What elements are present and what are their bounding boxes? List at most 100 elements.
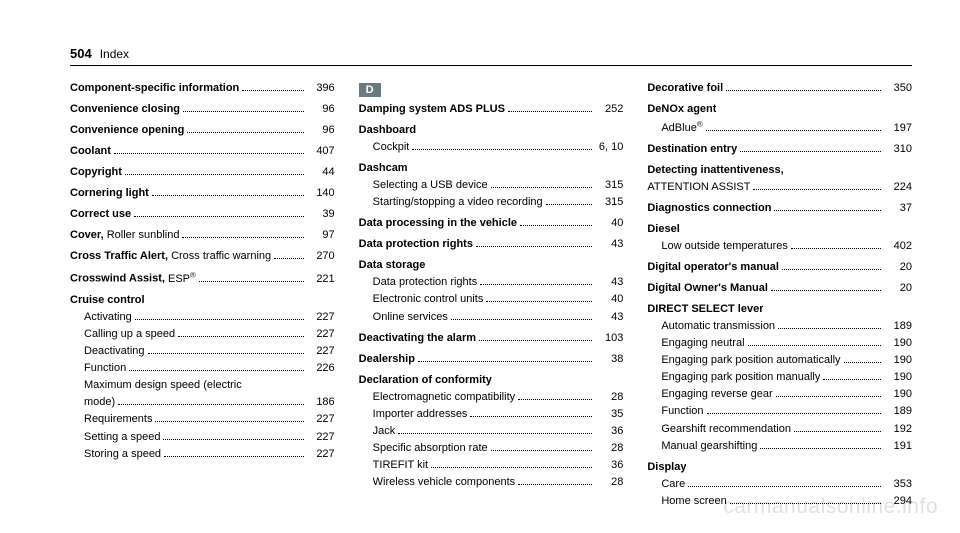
- entry-term: Data storage: [359, 257, 426, 274]
- index-subentry: Requirements227: [70, 411, 335, 428]
- index-subentry: Manual gearshifting191: [647, 438, 912, 455]
- leader-dots: [823, 372, 881, 381]
- leader-dots: [183, 103, 304, 112]
- leader-dots: [706, 122, 882, 131]
- page-ref: 270: [307, 248, 335, 265]
- entry-term: Wireless vehicle components: [373, 474, 515, 491]
- entry-term: Diesel: [647, 221, 679, 238]
- index-entry: Diesel: [647, 221, 912, 238]
- index-entry: Display: [647, 459, 912, 476]
- index-subentry: Function189: [647, 403, 912, 420]
- entry-term: Care: [661, 476, 685, 493]
- column-middle: DDamping system ADS PLUS252DashboardCock…: [359, 80, 624, 510]
- index-subentry: Engaging park position manually190: [647, 369, 912, 386]
- page-ref: 96: [307, 101, 335, 118]
- entry-term: Copyright: [70, 164, 122, 181]
- index-entry: Component-specific information396: [70, 80, 335, 97]
- leader-dots: [748, 337, 881, 346]
- index-subentry: Care353: [647, 476, 912, 493]
- page-ref: 28: [595, 440, 623, 457]
- index-subentry: Specific absorption rate 28: [359, 440, 624, 457]
- index-entry: Digital operator's manual20: [647, 259, 912, 276]
- entry-term: DIRECT SELECT lever: [647, 301, 763, 318]
- entry-term: Specific absorption rate: [373, 440, 488, 457]
- index-entry: Destination entry310: [647, 141, 912, 158]
- leader-dots: [182, 230, 303, 239]
- index-subentry: Maximum design speed (electric: [70, 377, 335, 394]
- index-subentry: Function226: [70, 360, 335, 377]
- leader-dots: [688, 478, 881, 487]
- leader-dots: [520, 217, 592, 226]
- leader-dots: [152, 187, 304, 196]
- index-subentry: Wireless vehicle components28: [359, 474, 624, 491]
- index-entry: Correct use39: [70, 206, 335, 223]
- page-ref: 36: [595, 457, 623, 474]
- entry-term: AdBlue®: [661, 118, 702, 137]
- page-ref: 310: [884, 141, 912, 158]
- leader-dots: [451, 311, 592, 320]
- entry-term: Home screen: [661, 493, 726, 510]
- entry-term: Requirements: [84, 411, 152, 428]
- entry-term: Starting/stopping a video recording: [373, 194, 543, 211]
- index-entry: Convenience closing96: [70, 101, 335, 118]
- entry-term: Selecting a USB device: [373, 177, 488, 194]
- leader-dots: [164, 448, 304, 457]
- leader-dots: [753, 181, 881, 190]
- index-subentry: Starting/stopping a video recording315: [359, 194, 624, 211]
- leader-dots: [135, 311, 304, 320]
- entry-term: Setting a speed: [84, 429, 160, 446]
- leader-dots: [730, 495, 881, 504]
- entry-term: Data processing in the vehicle: [359, 215, 517, 232]
- page-ref: 186: [307, 394, 335, 411]
- entry-term: Calling up a speed: [84, 326, 175, 343]
- column-left: Component-specific information396 Conveni…: [70, 80, 335, 510]
- leader-dots: [470, 408, 592, 417]
- page-ref: 28: [595, 389, 623, 406]
- leader-dots: [707, 406, 881, 415]
- entry-term: Deactivating the alarm: [359, 330, 476, 347]
- page-number: 504: [70, 46, 92, 61]
- leader-dots: [794, 423, 881, 432]
- entry-term: Function: [661, 403, 703, 420]
- entry-term: Automatic transmission: [661, 318, 775, 335]
- entry-term: Cover, Roller sunblind: [70, 227, 179, 244]
- page-ref: 227: [307, 326, 335, 343]
- page-ref: 6, 10: [595, 139, 623, 156]
- index-subentry: TIREFIT kit36: [359, 457, 624, 474]
- index-entry: Diagnostics connection37: [647, 200, 912, 217]
- entry-term: Cornering light: [70, 185, 149, 202]
- index-subentry: Electromagnetic compatibility 28: [359, 389, 624, 406]
- leader-dots: [778, 320, 881, 329]
- entry-term: Detecting inattentiveness,: [647, 162, 783, 179]
- entry-term: Crosswind Assist, ESP®: [70, 269, 196, 288]
- page-ref: 43: [595, 309, 623, 326]
- entry-term: ATTENTION ASSIST: [647, 179, 750, 196]
- index-subentry: Setting a speed227: [70, 429, 335, 446]
- page-ref: 190: [884, 335, 912, 352]
- entry-term: Electronic control units: [373, 291, 484, 308]
- leader-dots: [398, 425, 592, 434]
- entry-term: Display: [647, 459, 686, 476]
- index-columns: Component-specific information396 Conveni…: [70, 80, 912, 510]
- entry-term: Electromagnetic compatibility: [373, 389, 515, 406]
- leader-dots: [771, 282, 881, 291]
- leader-dots: [274, 251, 304, 260]
- leader-dots: [546, 196, 593, 205]
- leader-dots: [418, 353, 592, 362]
- entry-term: Activating: [84, 309, 132, 326]
- leader-dots: [431, 459, 592, 468]
- index-subentry: Cockpit6, 10: [359, 139, 624, 156]
- index-subentry: Engaging reverse gear190: [647, 386, 912, 403]
- entry-term: Cruise control: [70, 292, 145, 309]
- index-subentry: mode)186: [70, 394, 335, 411]
- index-subentry: Electronic control units40: [359, 291, 624, 308]
- entry-term: Engaging park position manually: [661, 369, 820, 386]
- page-ref: 294: [884, 493, 912, 510]
- entry-term: Online services: [373, 309, 448, 326]
- leader-dots: [155, 414, 303, 423]
- index-entry: Digital Owner's Manual20: [647, 280, 912, 297]
- entry-term: Dashcam: [359, 160, 408, 177]
- index-subentry: Selecting a USB device315: [359, 177, 624, 194]
- leader-dots: [412, 141, 592, 150]
- index-entry: Copyright44: [70, 164, 335, 181]
